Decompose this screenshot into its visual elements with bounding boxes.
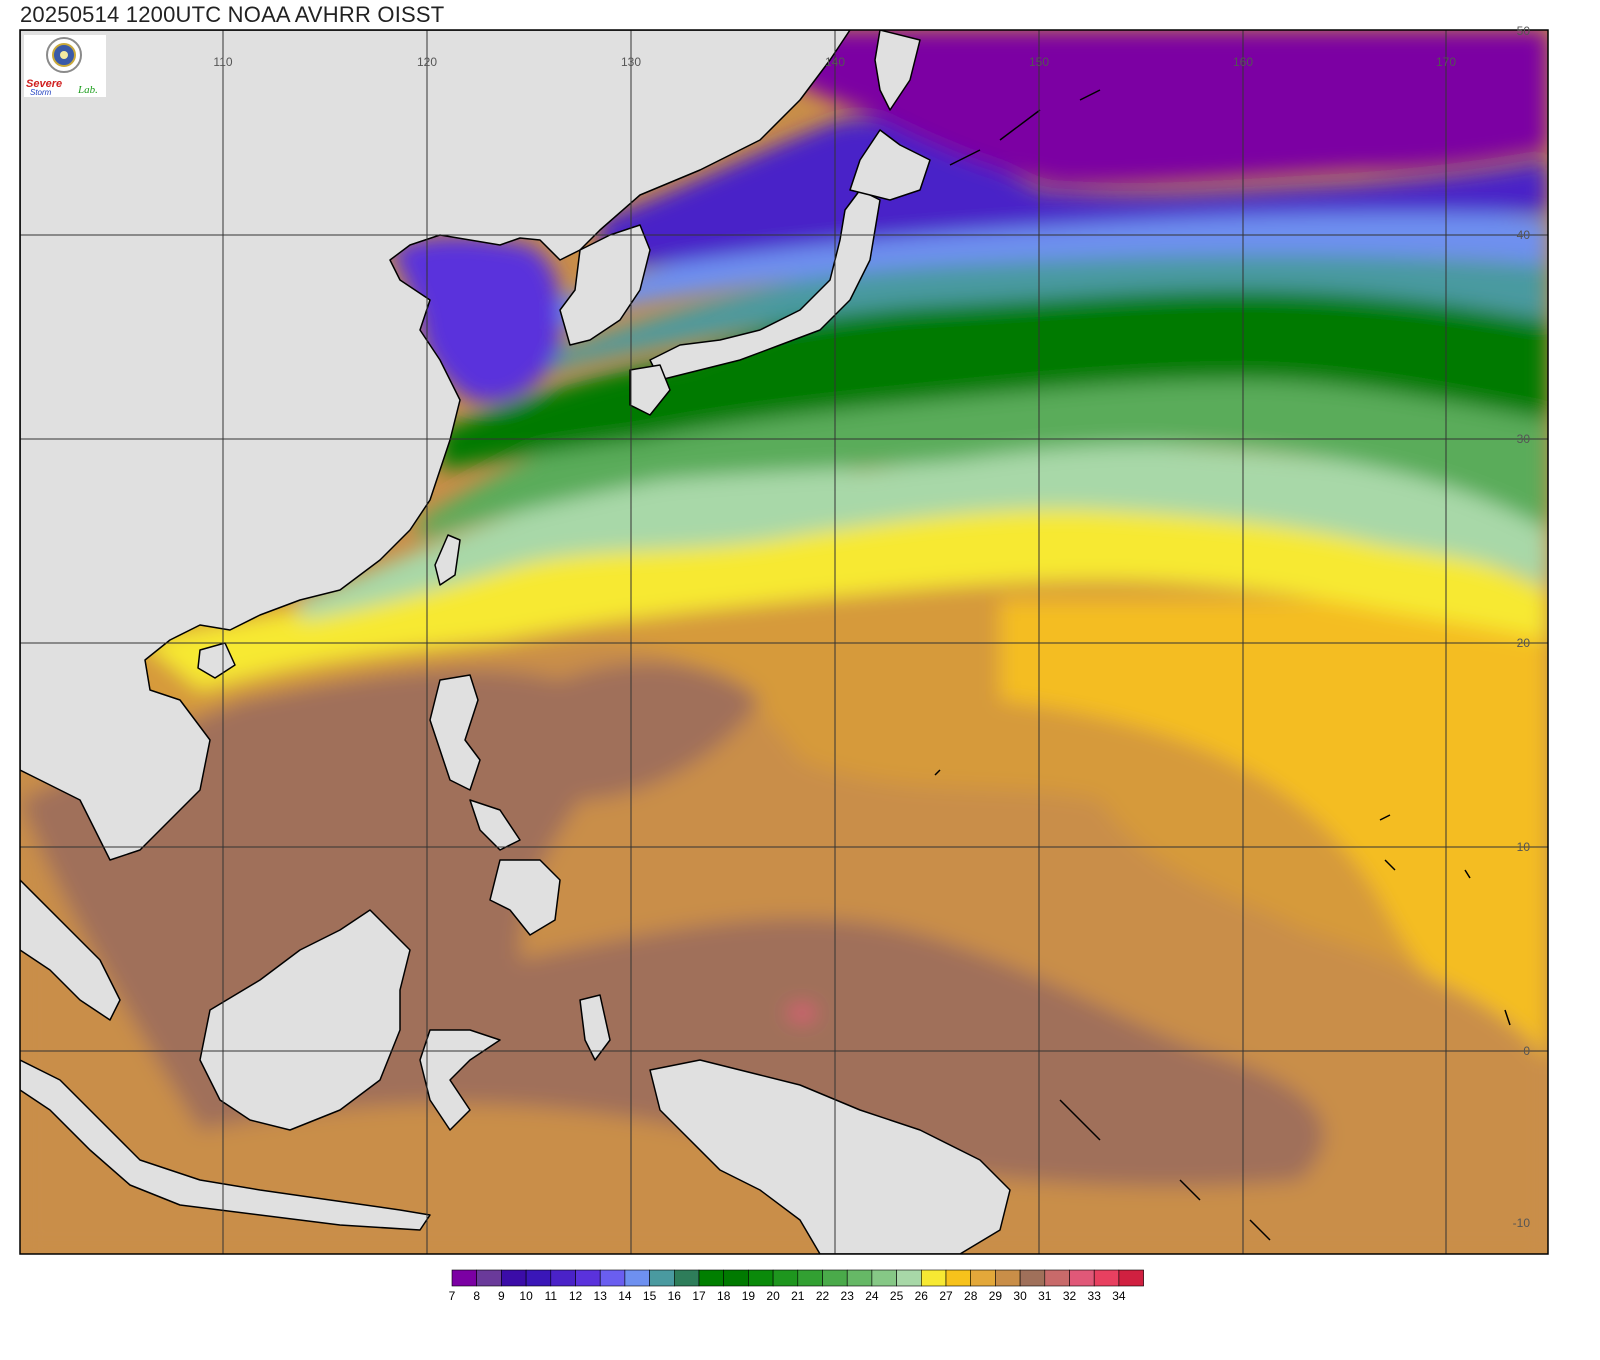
lon-tick: 110 (213, 55, 232, 69)
indochina-malay (20, 879, 121, 1021)
sulawesi (419, 1029, 501, 1131)
lat-tick: -10 (1513, 1216, 1531, 1230)
sst-18-kuroshio (440, 273, 1548, 470)
sst-23-band (420, 342, 1548, 540)
lon-tick: 150 (1029, 55, 1049, 69)
lon-tick: 160 (1233, 55, 1253, 69)
landmasses (20, 30, 1011, 1254)
new-guinea (649, 1059, 1011, 1254)
map-frame (19, 29, 1549, 1255)
lat-tick: 0 (1523, 1044, 1530, 1058)
philippines-luzon (429, 674, 481, 791)
lat-tick: 50 (1517, 24, 1531, 38)
sst-28-east (1000, 600, 1548, 1080)
lat-tick: 30 (1517, 432, 1531, 446)
sst-south-band (20, 1140, 900, 1254)
severe-storm-lab-logo: Severe Storm Lab. (24, 35, 106, 97)
japan-kyushu (629, 364, 671, 416)
lat-tick: 10 (1517, 840, 1531, 854)
map-title: 20250514 1200UTC NOAA AVHRR OISST (20, 2, 445, 27)
philippines-mindanao (489, 859, 561, 936)
logo-severe-text: Severe (26, 78, 62, 90)
sakhalin-kamchatka (874, 30, 921, 111)
lat-tick: 40 (1517, 228, 1531, 242)
taiwan (434, 534, 461, 586)
philippines-visayas (469, 799, 521, 851)
logo-lab-text: Lab. (77, 84, 98, 96)
korean-peninsula (559, 224, 651, 346)
lon-tick: 140 (825, 55, 845, 69)
sst-11-band (600, 118, 1548, 267)
hainan (197, 642, 236, 679)
sst-15-band (480, 247, 1548, 395)
sst-32-hotspot (788, 1005, 816, 1021)
japan-hokkaido (849, 129, 931, 201)
lat-tick: 20 (1517, 636, 1531, 650)
halmahera (579, 994, 611, 1061)
logo-storm-text: Storm (30, 88, 52, 97)
small-islands (934, 89, 1511, 1241)
sumatra-java (20, 1059, 431, 1231)
lon-tick: 130 (621, 55, 641, 69)
sst-27-front (140, 504, 1548, 690)
lon-tick: 170 (1436, 55, 1456, 69)
asia-mainland (20, 30, 851, 861)
borneo (199, 909, 411, 1131)
lat-lon-grid (20, 30, 1548, 1254)
lon-tick: 120 (417, 55, 437, 69)
